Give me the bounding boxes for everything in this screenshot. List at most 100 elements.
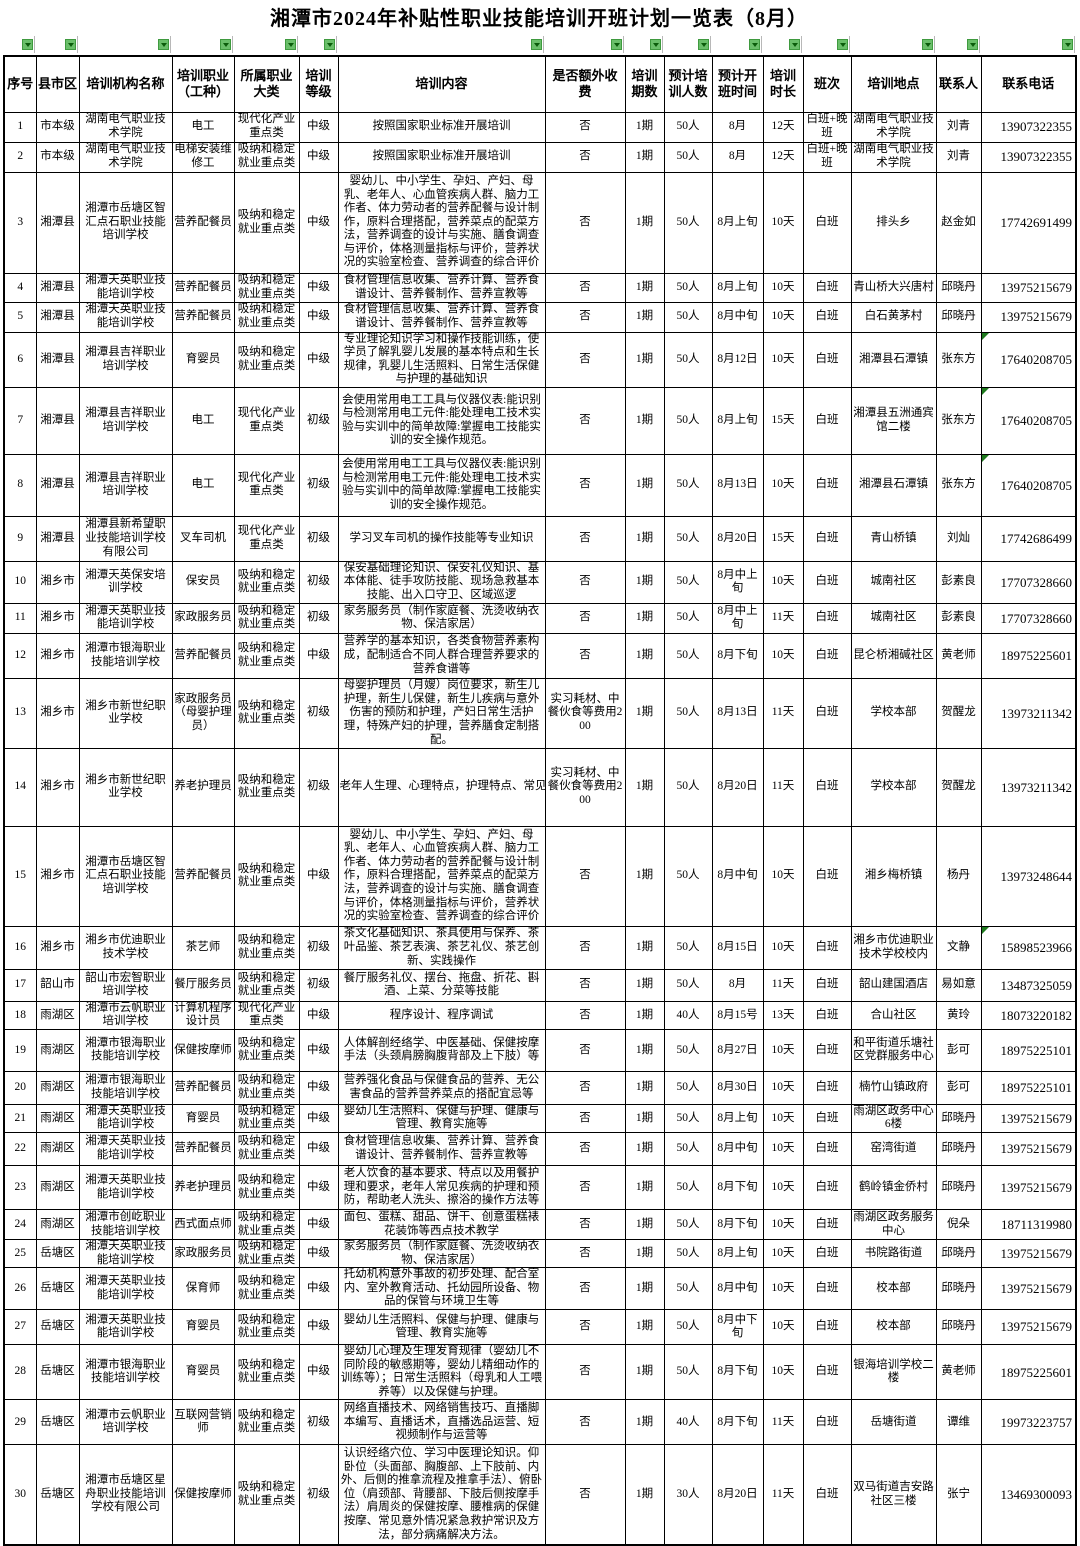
table-cell[interactable]: 黄老师 (935, 1344, 982, 1401)
table-cell[interactable]: 1期 (624, 1000, 665, 1030)
table-cell[interactable]: 1期 (624, 141, 665, 173)
table-cell[interactable]: 雨湖区 (35, 1103, 80, 1134)
table-cell[interactable]: 25 (3, 1238, 37, 1269)
table-cell[interactable]: 10天 (762, 825, 804, 927)
table-cell[interactable]: 实习耗材、中餐伙食等费用200 (544, 677, 626, 749)
table-cell[interactable]: 中级 (298, 1028, 339, 1072)
table-cell[interactable]: 湘潭市银海职业技能培训学校 (78, 1028, 173, 1072)
table-cell[interactable]: 现代化产业重点类 (233, 515, 300, 562)
table-cell[interactable]: 网络直播技术、网络销售技巧、直播脚本编写、直播话术，直播选品运营、短视频制作与运… (337, 1399, 546, 1446)
table-cell[interactable]: 1期 (624, 747, 665, 827)
table-cell[interactable]: 文静 (935, 925, 982, 970)
table-cell[interactable]: 中级 (298, 1165, 339, 1210)
table-cell[interactable]: 邱晓丹 (935, 1165, 982, 1210)
table-cell[interactable]: 10天 (762, 301, 804, 333)
table-cell[interactable]: 50人 (663, 1344, 713, 1401)
table-cell[interactable]: 育婴员 (171, 1103, 235, 1134)
table-cell[interactable]: 1期 (624, 1309, 665, 1346)
table-cell[interactable]: 8月15号 (711, 1000, 764, 1030)
table-cell[interactable]: 否 (544, 111, 626, 143)
filter-dropdown-arrow-icon[interactable] (158, 39, 169, 50)
table-cell[interactable]: 15天 (762, 515, 804, 562)
phone-cell[interactable]: 17742686499 (980, 515, 1077, 562)
table-cell[interactable]: 16 (3, 925, 37, 970)
table-cell[interactable]: 按照国家职业标准开展培训 (337, 111, 546, 143)
table-cell[interactable]: 湘潭市岳塘区星舟职业技能培训学校有限公司 (78, 1444, 173, 1546)
table-cell[interactable]: 吸纳和稳定就业重点类 (233, 825, 300, 927)
table-cell[interactable]: 否 (544, 272, 626, 303)
table-cell[interactable]: 初级 (298, 560, 339, 604)
table-cell[interactable]: 营养配餐员 (171, 171, 235, 274)
table-cell[interactable]: 1期 (624, 1444, 665, 1546)
table-cell[interactable]: 10天 (762, 925, 804, 970)
table-cell[interactable]: 食材管理信息收集、营养计算、营养食谱设计、营养餐制作、营养宣教等 (337, 301, 546, 333)
table-cell[interactable]: 吸纳和稳定就业重点类 (233, 968, 300, 1002)
table-cell[interactable]: 8月中上旬 (711, 560, 764, 604)
table-cell[interactable]: 湘潭县 (35, 515, 80, 562)
table-cell[interactable]: 婴幼儿心理及生理发育规律（婴幼儿不同阶段的敏感期等，婴幼儿精细动作的训练等）；日… (337, 1344, 546, 1401)
table-cell[interactable]: 8月 (711, 968, 764, 1002)
table-cell[interactable]: 6 (3, 331, 37, 388)
table-cell[interactable]: 母婴护理员（月嫂）岗位要求，新生儿护理，新生儿保健，新生儿疾病与意外伤害的预防和… (337, 677, 546, 749)
filter-dropdown-arrow-icon[interactable] (22, 39, 33, 50)
table-cell[interactable]: 湘乡市 (35, 632, 80, 679)
table-cell[interactable]: 1期 (624, 825, 665, 927)
table-cell[interactable]: 13天 (762, 1000, 804, 1030)
table-cell[interactable]: 谭维 (935, 1399, 982, 1446)
table-cell[interactable]: 否 (544, 1209, 626, 1240)
table-cell[interactable]: 50人 (663, 747, 713, 827)
table-cell[interactable]: 湖南电气职业技术学院 (78, 111, 173, 143)
table-cell[interactable]: 初级 (298, 453, 339, 517)
table-cell[interactable]: 湘潭县吉祥职业培训学校 (78, 331, 173, 388)
phone-cell[interactable]: 13487325059 (980, 968, 1077, 1002)
filter-dropdown-arrow-icon[interactable] (285, 39, 296, 50)
table-cell[interactable]: 程序设计、程序调试 (337, 1000, 546, 1030)
table-cell[interactable]: 中级 (298, 1070, 339, 1105)
table-cell[interactable]: 10天 (762, 1267, 804, 1311)
filter-dropdown-arrow-icon[interactable] (749, 39, 760, 50)
table-cell[interactable]: 50人 (663, 968, 713, 1002)
phone-cell[interactable]: 13975215679 (980, 1267, 1077, 1311)
table-cell[interactable]: 邱晓丹 (935, 1309, 982, 1346)
table-cell[interactable]: 张宁 (935, 1444, 982, 1546)
table-cell[interactable]: 50人 (663, 1070, 713, 1105)
table-cell[interactable]: 中级 (298, 1103, 339, 1134)
table-cell[interactable]: 27 (3, 1309, 37, 1346)
table-cell[interactable]: 1期 (624, 677, 665, 749)
table-cell[interactable]: 岳塘区 (35, 1238, 80, 1269)
table-cell[interactable]: 营养配餐员 (171, 825, 235, 927)
table-cell[interactable]: 否 (544, 602, 626, 634)
table-cell[interactable]: 岳塘区 (35, 1267, 80, 1311)
phone-cell[interactable]: 18711319980 (980, 1209, 1077, 1240)
table-cell[interactable]: 实习耗材、中餐伙食等费用200 (544, 747, 626, 827)
table-cell[interactable]: 50人 (663, 1309, 713, 1346)
table-cell[interactable]: 排头乡 (850, 171, 937, 274)
table-cell[interactable]: 中级 (298, 1132, 339, 1166)
table-cell[interactable]: 白班 (802, 1070, 852, 1105)
table-cell[interactable]: 校本部 (850, 1267, 937, 1311)
table-cell[interactable]: 8月 (711, 141, 764, 173)
table-cell[interactable]: 1期 (624, 301, 665, 333)
table-cell[interactable]: 湘潭县吉祥职业培训学校 (78, 386, 173, 455)
table-cell[interactable]: 1期 (624, 1070, 665, 1105)
table-cell[interactable]: 刘青 (935, 141, 982, 173)
table-cell[interactable]: 17 (3, 968, 37, 1002)
table-cell[interactable]: 湘乡市新世纪职业学校 (78, 747, 173, 827)
table-cell[interactable]: 否 (544, 632, 626, 679)
table-cell[interactable]: 初级 (298, 1444, 339, 1546)
table-cell[interactable]: 吸纳和稳定就业重点类 (233, 1267, 300, 1311)
table-cell[interactable]: 白班 (802, 1267, 852, 1311)
table-cell[interactable]: 西式面点师 (171, 1209, 235, 1240)
table-cell[interactable]: 湘潭天英保安培训学校 (78, 560, 173, 604)
table-cell[interactable]: 白班 (802, 331, 852, 388)
table-cell[interactable]: 电工 (171, 453, 235, 517)
table-cell[interactable]: 白班 (802, 560, 852, 604)
table-cell[interactable]: 1期 (624, 331, 665, 388)
table-cell[interactable]: 刘青 (935, 111, 982, 143)
table-cell[interactable]: 餐厅服务员 (171, 968, 235, 1002)
table-cell[interactable]: 湘潭县 (35, 272, 80, 303)
phone-cell[interactable]: 17707328660 (980, 602, 1077, 634)
table-cell[interactable]: 否 (544, 386, 626, 455)
table-cell[interactable]: 初级 (298, 602, 339, 634)
table-cell[interactable]: 50人 (663, 1267, 713, 1311)
